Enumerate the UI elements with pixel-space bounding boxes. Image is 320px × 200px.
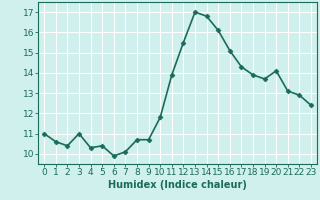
X-axis label: Humidex (Indice chaleur): Humidex (Indice chaleur) [108,180,247,190]
